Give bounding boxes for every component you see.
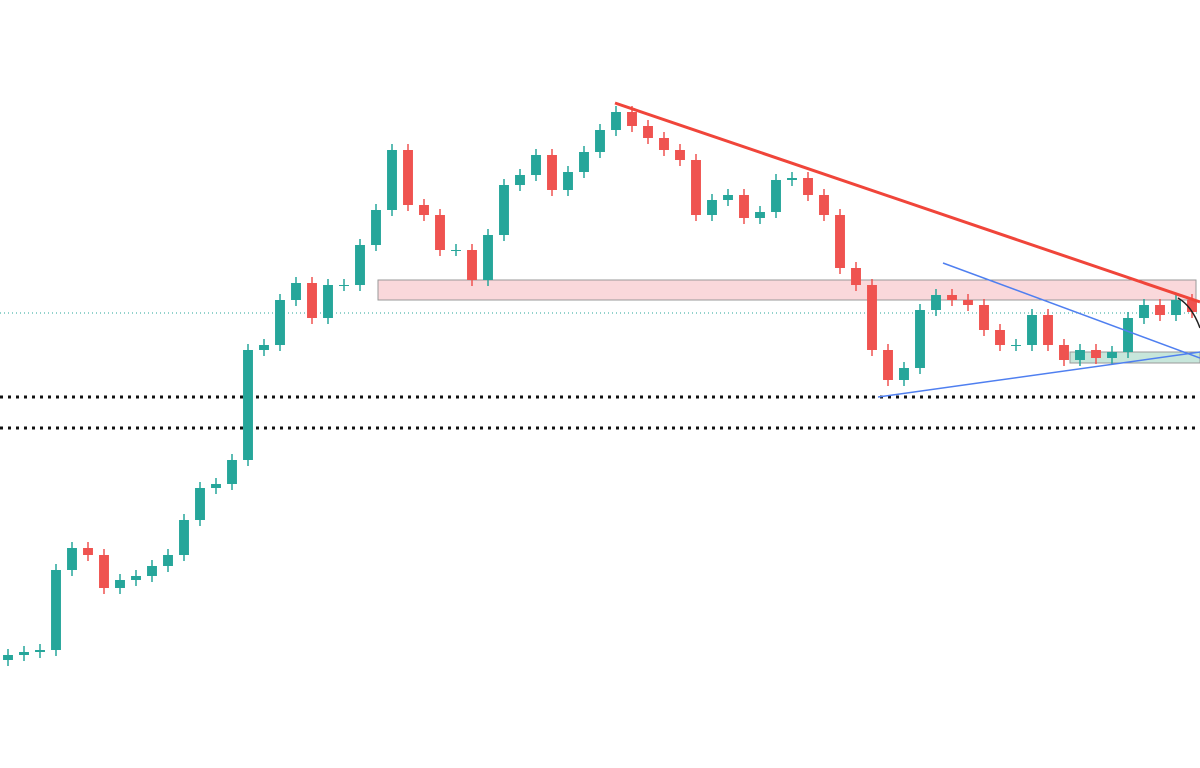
candle-body [915,310,925,368]
candle-body [403,150,413,205]
candle-body [947,295,957,300]
candle-body [387,150,397,210]
candle-body [899,368,909,380]
candle-body [579,152,589,172]
candle-body [531,155,541,175]
candle-body [979,305,989,330]
candle-body [339,285,349,286]
candle-body [147,566,157,576]
candle-body [1011,345,1021,346]
candle-body [611,112,621,130]
candle-body [243,350,253,460]
candle-body [227,460,237,484]
candle-body [51,570,61,650]
candle-body [1123,318,1133,352]
triangle-lower [877,351,1200,398]
candle-body [995,330,1005,345]
candle-body [307,283,317,318]
candle-body [659,138,669,150]
candle-body [1027,315,1037,345]
candle-body [259,345,269,350]
candles [3,106,1197,666]
candle-body [467,250,477,280]
candle-body [931,295,941,310]
candle-body [211,484,221,488]
trend-line [614,101,1200,304]
candle-body [739,195,749,218]
candle-body [1171,300,1181,315]
candle-body [195,488,205,520]
candle-body [819,195,829,215]
candle-body [803,178,813,195]
candle-body [1091,350,1101,358]
candle-body [499,185,509,235]
candle-body [19,652,29,655]
candle-body [643,126,653,138]
candle-body [419,205,429,215]
candle-body [115,580,125,588]
candle-body [1075,350,1085,360]
candle-body [723,195,733,200]
candle-body [451,250,461,251]
candle-body [1107,352,1117,358]
candle-body [435,215,445,250]
candle-body [883,350,893,380]
candle-body [1043,315,1053,345]
candle-body [691,160,701,215]
candle-body [99,555,109,588]
candle-body [1139,305,1149,318]
candle-body [835,215,845,268]
candle-body [83,548,93,555]
triangle-upper [942,262,1200,359]
candle-body [563,172,573,190]
candle-body [275,300,285,345]
candle-body [1187,300,1197,312]
candle-body [547,155,557,190]
candle-body [851,268,861,285]
projection-curve [1177,297,1200,329]
candle-body [675,150,685,160]
candle-body [963,300,973,305]
candle-body [1155,305,1165,315]
candle-body [179,520,189,555]
candle-body [1059,345,1069,360]
candle-body [371,210,381,245]
candle-body [515,175,525,185]
candle-body [131,576,141,580]
candle-body [627,112,637,126]
candle-body [595,130,605,152]
candle-body [163,555,173,566]
candle-body [755,212,765,218]
candle-body [35,650,45,652]
drawings-front [614,101,1200,398]
candle-body [67,548,77,570]
candle-body [291,283,301,300]
candle-body [707,200,717,215]
candle-body [355,245,365,285]
candle-body [787,178,797,180]
drawings [0,279,1200,430]
candle-body [323,285,333,318]
candle-body [867,285,877,350]
candle-body [771,180,781,212]
resistance-zone [377,279,1197,301]
support-zone [1069,351,1200,364]
candle-body [3,655,13,660]
candle-body [483,235,493,280]
